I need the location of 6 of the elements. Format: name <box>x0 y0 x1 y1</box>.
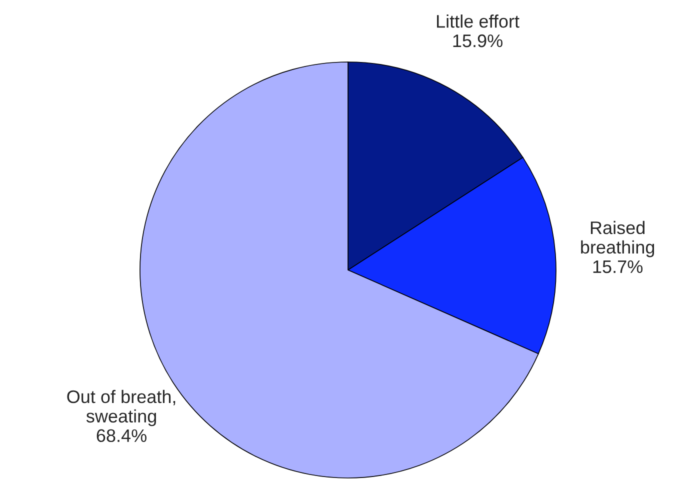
slice-label: Raised breathing <box>581 220 654 258</box>
slice-label: Little effort <box>437 14 520 28</box>
data-label: 68.4% <box>96 429 146 442</box>
data-label: 15.7% <box>593 260 643 274</box>
slice-label: Out of breath, sweating <box>67 390 176 426</box>
data-label: 15.9% <box>453 34 502 48</box>
